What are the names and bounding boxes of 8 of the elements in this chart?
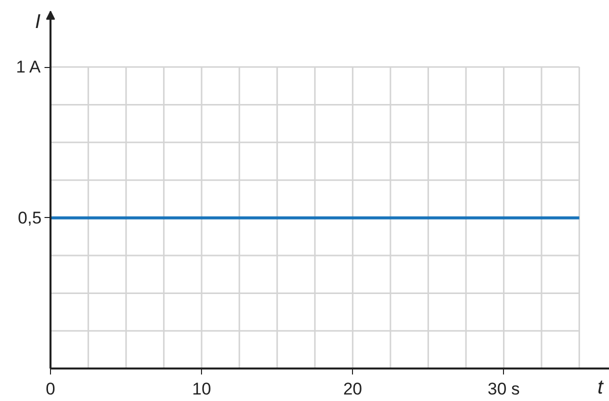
x-tick-label: 10	[192, 380, 212, 399]
x-tick-label: 0	[46, 380, 56, 399]
x-axis-title: t	[598, 376, 604, 399]
y-axis-title: I	[34, 11, 41, 34]
y-tick-label: 0,5	[18, 208, 42, 228]
y-tick-label: 1 A	[16, 58, 42, 77]
x-tick-label: 30 s	[488, 380, 520, 399]
x-tick-label: 20	[343, 380, 362, 399]
